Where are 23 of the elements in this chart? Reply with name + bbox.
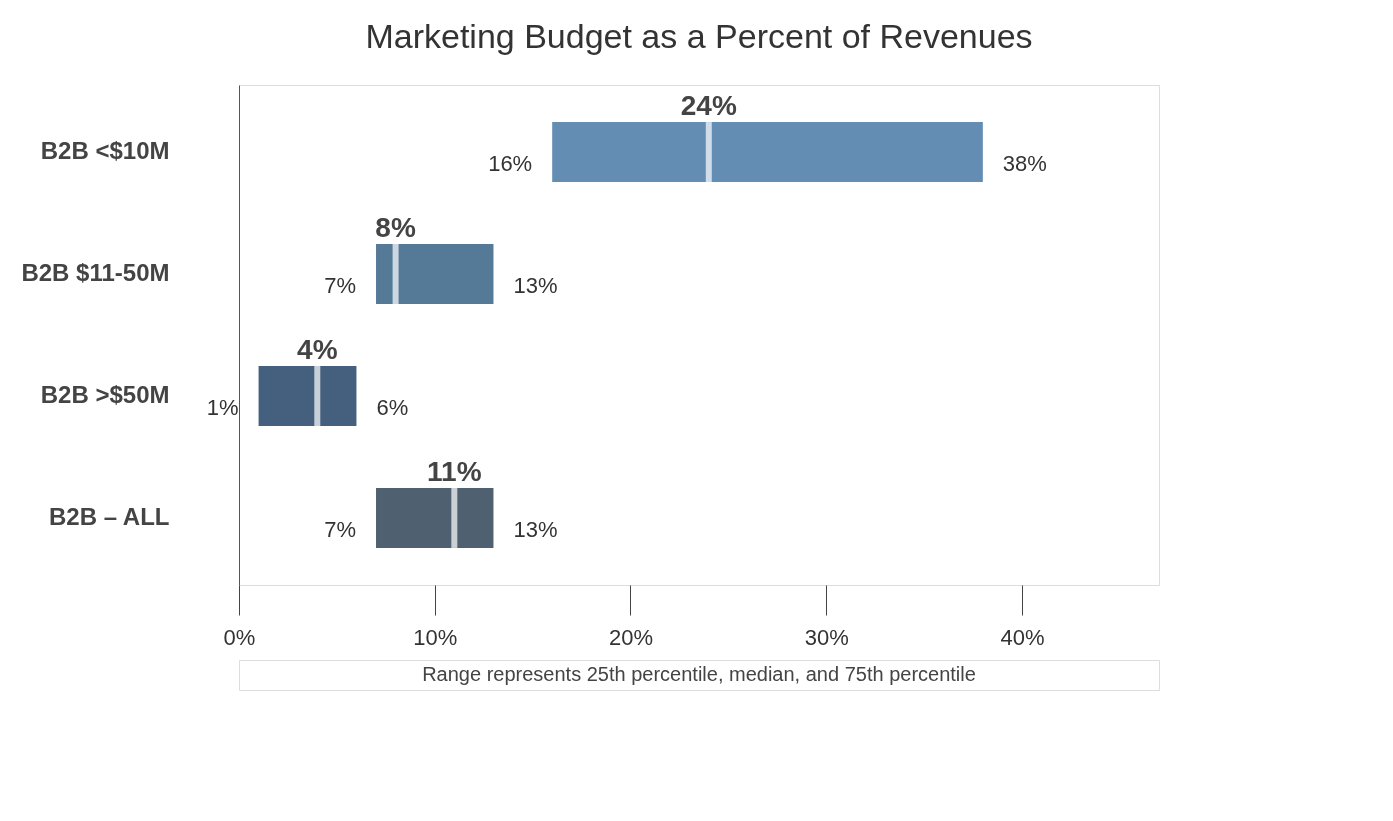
x-tick-label: 10%	[413, 624, 458, 650]
text: 24%	[680, 90, 737, 122]
text: 13%	[513, 273, 558, 299]
text: 6%	[376, 394, 409, 420]
text: 4%	[297, 333, 338, 365]
text: 13%	[513, 516, 558, 542]
y-tick-label: B2B $11-50M	[21, 259, 170, 287]
text: 7%	[324, 516, 357, 542]
text: 38%	[1002, 151, 1047, 177]
y-tick-label: B2B <$10M	[40, 137, 170, 165]
chart-title: Marketing Budget as a Percent of Revenues	[365, 17, 1033, 55]
text: 11%	[427, 455, 482, 487]
text: 1%	[206, 394, 239, 420]
text: 8%	[375, 212, 416, 244]
x-tick-label: 0%	[223, 624, 256, 650]
x-tick-label: 30%	[804, 624, 849, 650]
y-tick-label: B2B >$50M	[40, 380, 170, 408]
text: Range represents 25th percentile, median, and 75th percentile	[422, 663, 976, 685]
x-tick-label: 40%	[1000, 624, 1045, 650]
text: 16%	[488, 151, 533, 177]
text: 7%	[324, 273, 357, 299]
y-tick-label: B2B – ALL	[49, 502, 170, 530]
x-tick-label: 20%	[608, 624, 654, 650]
